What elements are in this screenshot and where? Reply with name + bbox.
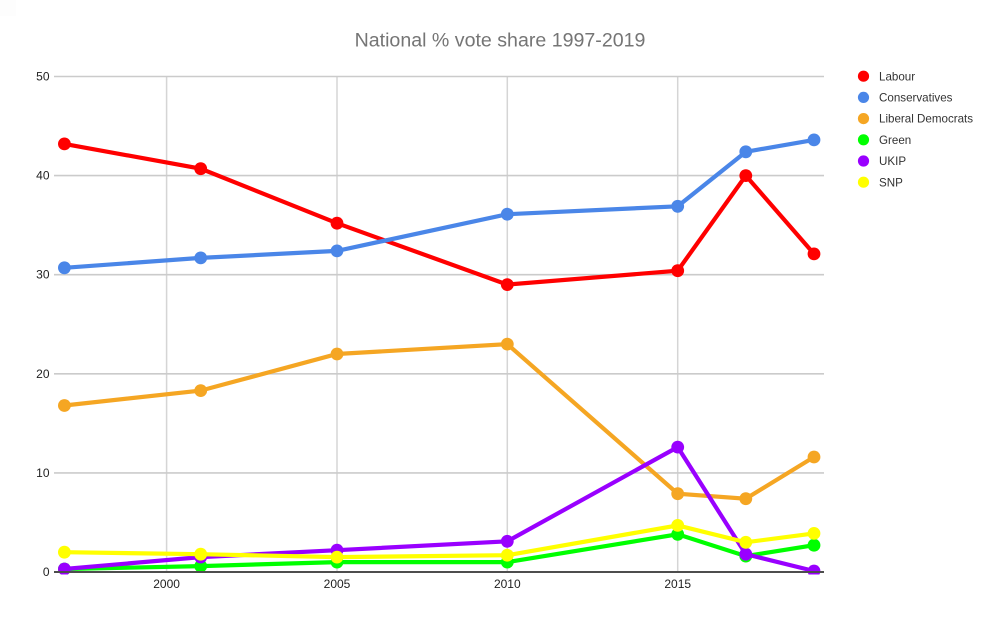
svg-text:2000: 2000 — [153, 577, 180, 591]
svg-text:50: 50 — [36, 70, 50, 84]
svg-text:UKIP: UKIP — [879, 155, 906, 168]
svg-text:20: 20 — [36, 367, 50, 381]
svg-text:Conservatives: Conservatives — [879, 92, 953, 105]
svg-text:2010: 2010 — [494, 577, 521, 591]
svg-text:2005: 2005 — [324, 577, 351, 591]
svg-text:2015: 2015 — [664, 577, 691, 591]
svg-text:30: 30 — [36, 268, 50, 282]
svg-text:Labour: Labour — [879, 70, 915, 83]
svg-text:10: 10 — [36, 466, 50, 480]
svg-text:SNP: SNP — [879, 176, 903, 189]
svg-text:Liberal Democrats: Liberal Democrats — [879, 113, 973, 126]
svg-text:40: 40 — [36, 169, 50, 183]
svg-text:National % vote share 1997-201: National % vote share 1997-2019 — [355, 29, 646, 51]
svg-text:0: 0 — [43, 565, 50, 579]
svg-text:Green: Green — [879, 134, 911, 147]
